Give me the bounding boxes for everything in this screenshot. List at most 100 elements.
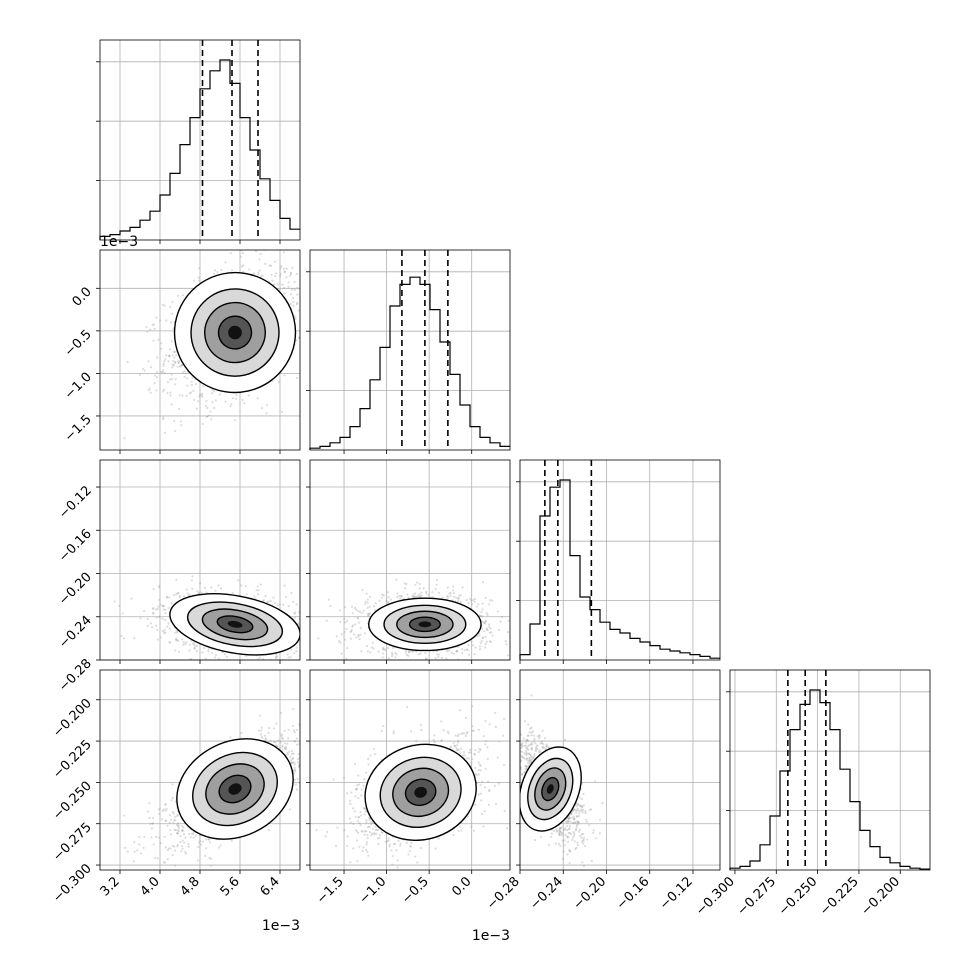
pair-panel bbox=[123, 236, 313, 440]
scatter-point bbox=[153, 374, 157, 377]
scatter-point bbox=[322, 626, 324, 628]
scatter-point bbox=[441, 596, 444, 599]
scatter-point bbox=[162, 605, 165, 608]
scatter-point bbox=[303, 651, 305, 653]
scatter-point bbox=[484, 635, 487, 639]
scatter-point bbox=[170, 602, 173, 605]
scatter-point bbox=[447, 660, 449, 662]
scatter-point bbox=[174, 828, 177, 832]
scatter-point bbox=[230, 839, 233, 842]
scatter-point bbox=[151, 607, 155, 610]
scatter-point bbox=[269, 264, 273, 267]
scatter-point bbox=[184, 642, 187, 646]
scatter-point bbox=[302, 313, 304, 315]
scatter-point bbox=[210, 586, 213, 589]
scatter-point bbox=[172, 812, 175, 815]
scatter-point bbox=[391, 653, 394, 656]
scatter-point bbox=[394, 656, 397, 659]
scatter-point bbox=[301, 658, 303, 660]
scatter-point bbox=[259, 583, 262, 586]
scatter-point bbox=[276, 655, 279, 658]
scatter-point bbox=[521, 618, 523, 620]
scatter-point bbox=[193, 279, 196, 282]
scatter-point bbox=[207, 650, 210, 653]
y-tick-label: −1.5 bbox=[62, 412, 95, 445]
scatter-point bbox=[165, 596, 168, 599]
scatter-point bbox=[398, 663, 400, 665]
panel-frame bbox=[309, 459, 511, 661]
scatter-point bbox=[167, 622, 170, 625]
scatter-point bbox=[282, 603, 285, 606]
scatter-point bbox=[290, 759, 293, 762]
scatter-point bbox=[194, 382, 198, 386]
scatter-point bbox=[177, 407, 181, 411]
scatter-point bbox=[156, 370, 159, 374]
scatter-point bbox=[164, 631, 167, 634]
scatter-point bbox=[197, 841, 201, 844]
scatter-point bbox=[162, 390, 165, 393]
scatter-point bbox=[280, 736, 284, 739]
scatter-point bbox=[172, 359, 175, 363]
scatter-point bbox=[417, 663, 419, 665]
scatter-point bbox=[257, 273, 260, 276]
scatter-point bbox=[162, 388, 166, 391]
scatter-point bbox=[459, 600, 462, 603]
density-core bbox=[227, 620, 243, 628]
scatter-point bbox=[285, 267, 288, 270]
scatter-point bbox=[162, 416, 165, 419]
scatter-point bbox=[193, 647, 197, 650]
scatter-point bbox=[306, 642, 308, 644]
scatter-point bbox=[121, 612, 124, 615]
scatter-point bbox=[160, 342, 163, 345]
scatter-point bbox=[201, 651, 204, 654]
scatter-point bbox=[367, 614, 370, 617]
scatter-point bbox=[365, 592, 368, 595]
scatter-point bbox=[404, 587, 407, 590]
scatter-point bbox=[394, 651, 397, 655]
scatter-point bbox=[331, 649, 333, 651]
scatter-point bbox=[489, 599, 492, 602]
scatter-point bbox=[471, 644, 475, 647]
scatter-point bbox=[311, 325, 313, 327]
scatter-point bbox=[157, 605, 160, 608]
scatter-point bbox=[271, 236, 273, 238]
scatter-point bbox=[138, 373, 142, 376]
scatter-point bbox=[165, 319, 168, 322]
scatter-point bbox=[295, 272, 298, 275]
scatter-point bbox=[483, 621, 486, 625]
scatter-point bbox=[387, 657, 391, 660]
scatter-point bbox=[365, 644, 369, 648]
scatter-point bbox=[427, 594, 430, 597]
scatter-point bbox=[504, 640, 507, 643]
scatter-point bbox=[212, 272, 216, 275]
scatter-point bbox=[457, 599, 460, 603]
scatter-point bbox=[206, 406, 209, 410]
scatter-point bbox=[387, 646, 390, 650]
scatter-point bbox=[230, 403, 233, 406]
scatter-point bbox=[282, 251, 285, 254]
scatter-point bbox=[263, 734, 267, 737]
scatter-point bbox=[490, 631, 493, 634]
scatter-point bbox=[390, 651, 394, 654]
scatter-point bbox=[152, 843, 155, 846]
scatter-point bbox=[148, 387, 151, 390]
scatter-point bbox=[168, 354, 171, 358]
scatter-point bbox=[118, 604, 121, 608]
scatter-point bbox=[418, 595, 421, 598]
scatter-point bbox=[146, 330, 149, 333]
scatter-point bbox=[294, 611, 297, 614]
scatter-point bbox=[343, 617, 346, 621]
scatter-point bbox=[275, 657, 278, 660]
scatter-point bbox=[451, 589, 455, 592]
scatter-point bbox=[279, 274, 282, 278]
scatter-point bbox=[262, 657, 265, 660]
scatter-point bbox=[319, 629, 321, 631]
scatter-point bbox=[169, 847, 172, 850]
scatter-point bbox=[214, 653, 218, 656]
scatter-point bbox=[486, 629, 489, 632]
scatter-point bbox=[339, 641, 342, 644]
scatter-point bbox=[425, 592, 428, 595]
scatter-point bbox=[506, 631, 510, 634]
scatter-point bbox=[159, 347, 163, 350]
scatter-point bbox=[180, 364, 183, 367]
